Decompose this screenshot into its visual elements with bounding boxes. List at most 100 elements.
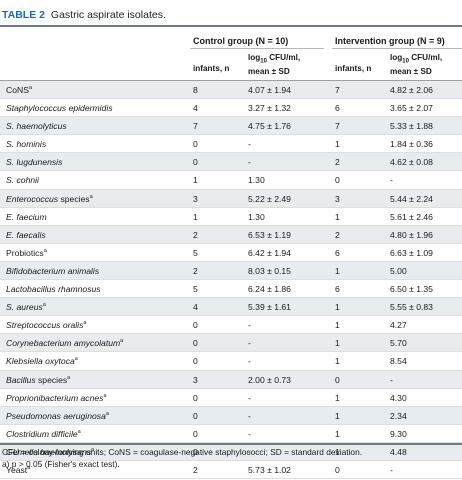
intervention-infants-cell: 1 <box>335 338 340 349</box>
intervention-value-cell: 2.34 <box>390 410 407 421</box>
control-infants-cell: 0 <box>193 139 198 150</box>
control-value-cell: 6.24 ± 1.86 <box>248 284 291 295</box>
control-infants-cell: 1 <box>193 211 198 222</box>
control-group-header: Control group (N = 10) <box>193 36 289 46</box>
organism-label: S. lugdunensis <box>6 157 63 168</box>
intervention-value-header: log10 CFU/ml, mean ± SD <box>390 53 442 78</box>
intervention-infants-header: infants, n <box>335 64 372 73</box>
intervention-infants-cell: 1 <box>335 265 340 276</box>
table-caption: Gastric aspirate isolates. <box>50 9 166 21</box>
intervention-value-cell: - <box>390 374 393 385</box>
log-subscript: 10 <box>260 58 267 65</box>
mean-sd-text: mean ± SD <box>390 67 432 77</box>
control-value-cell: - <box>248 356 251 367</box>
header-rule <box>0 80 462 81</box>
organism-name: S. lugdunensis <box>6 153 62 171</box>
table-row: Bifidobacterium animalis 2 8.03 ± 0.15 1 5.0… <box>0 261 462 281</box>
control-value-header: log10 CFU/ml, mean ± SD <box>248 53 300 78</box>
footnote-marker: a <box>28 85 32 91</box>
intervention-infants-cell: 6 <box>335 284 340 295</box>
control-group-rule <box>190 48 324 49</box>
intervention-value-cell: 5.44 ± 2.24 <box>390 193 433 204</box>
organism-name: S. cohnii <box>6 171 39 189</box>
control-infants-cell: 3 <box>193 374 198 385</box>
table-row: S. aureusa 4 5.39 ± 1.61 1 5.55 ± 0.83 <box>0 298 462 317</box>
table-row: Enterococcus speciesa 3 5.22 ± 2.49 3 5.44 ±… <box>0 189 462 208</box>
intervention-infants-cell: 1 <box>335 356 340 367</box>
footnote-marker: a <box>120 338 124 345</box>
organism-name: Bifidobacterium animalis <box>6 262 99 280</box>
organism-label: Pseudomonas aeruginosa <box>6 410 106 421</box>
control-infants-cell: 0 <box>193 410 198 421</box>
organism-label: S. hominis <box>6 139 47 150</box>
intervention-value-cell: 5.70 <box>390 338 407 349</box>
organism-name: S. haemolyticus <box>6 117 67 135</box>
table-row: Clostridium difficilea 0 - 1 9.30 <box>0 425 462 443</box>
intervention-value-cell: 6.63 ± 1.09 <box>390 247 433 258</box>
intervention-value-cell: 5.00 <box>390 265 407 276</box>
intervention-value-cell: 3.65 ± 2.07 <box>390 103 433 114</box>
control-infants-cell: 2 <box>193 464 198 475</box>
intervention-infants-cell: 6 <box>335 247 340 258</box>
log-text: log <box>248 53 261 62</box>
footnote-marker: a <box>91 446 95 453</box>
organism-label: Proprionibacterium acnes <box>6 392 104 403</box>
organism-label: S. aureus <box>6 302 43 313</box>
table-label: TABLE 2 <box>2 9 45 21</box>
top-rule <box>0 25 462 27</box>
table-row: Streptococcus oralisa 0 - 1 4.27 <box>0 316 462 335</box>
intervention-infants-cell: 0 <box>335 175 340 186</box>
organism-label: Yeast <box>6 464 28 475</box>
footnote-abbreviations: CFU = colony-forming units; CoNS = coagu… <box>2 447 363 457</box>
intervention-infants-cell: 1 <box>335 446 340 457</box>
organism-label: S. cohnii <box>6 175 39 186</box>
footnote-marker: a <box>77 428 81 435</box>
intervention-infants-cell: 6 <box>335 103 340 114</box>
table-body: CoNSa 8 4.07 ± 1.94 7 4.82 ± 2.06 Staphylococ… <box>0 81 462 480</box>
organism-label: Klebsiella oxytoca <box>6 356 75 367</box>
intervention-infants-cell: 3 <box>335 193 340 204</box>
organism-label: Bifidobacterium animalis <box>6 265 100 276</box>
control-value-cell: 5.73 ± 1.02 <box>248 464 291 475</box>
footnote-marker: a <box>43 247 47 254</box>
organism-name: Klebsiella oxytocaa <box>6 352 78 370</box>
table-row: CoNSa 8 4.07 ± 1.94 7 4.82 ± 2.06 <box>0 81 462 100</box>
intervention-value-cell: - <box>390 175 393 186</box>
log-subscript: 10 <box>402 58 409 65</box>
control-value-cell: 3.27 ± 1.32 <box>248 103 291 114</box>
organism-label: Staphylococcus epidermidis <box>6 103 113 114</box>
table-row: Lactobacillus rhamnosus 5 6.24 ± 1.86 6 6.50… <box>0 280 462 299</box>
organism-name: CoNSa <box>6 81 32 99</box>
organism-label: Gemella haemolysans <box>6 446 92 457</box>
organism-label: Clostridium difficile <box>6 428 78 439</box>
organism-name: S. hominis <box>6 135 46 153</box>
control-infants-cell: 5 <box>193 284 198 295</box>
bottom-rule <box>0 443 462 445</box>
organism-name: Clostridium difficilea <box>6 425 81 443</box>
table-row: E. faecium 1 1.30 1 5.61 ± 2.46 <box>0 208 462 226</box>
organism-name: Corynebacterium amycolatuma <box>6 334 123 352</box>
control-value-cell: 5.22 ± 2.49 <box>248 193 291 204</box>
organism-name: E. faecalis <box>6 226 46 244</box>
table-row: S. haemolyticus 7 4.75 ± 1.76 7 5.33 ± 1.88 <box>0 117 462 136</box>
table-title: TABLE 2 Gastric aspirate isolates. <box>2 9 166 21</box>
intervention-infants-cell: 1 <box>335 139 340 150</box>
control-value-cell: 4.07 ± 1.94 <box>248 85 291 95</box>
control-infants-cell: 0 <box>193 338 198 349</box>
table-row: Staphylococcus epidermidis 4 3.27 ± 1.32 6 3… <box>0 99 462 118</box>
intervention-infants-cell: 1 <box>335 410 340 421</box>
control-infants-cell: 5 <box>193 247 198 258</box>
intervention-infants-cell: 2 <box>335 157 340 168</box>
footnote-marker: a <box>67 374 71 381</box>
organism-name: Streptococcus oralisa <box>6 316 86 334</box>
intervention-value-cell: 4.80 ± 1.96 <box>390 229 433 240</box>
intervention-value-cell: 5.61 ± 2.46 <box>390 211 433 222</box>
control-infants-cell: 0 <box>193 320 198 331</box>
footnote-marker: a <box>74 356 78 363</box>
table-row: S. lugdunensis 0 - 2 4.62 ± 0.08 <box>0 153 462 172</box>
intervention-value-cell: 4.48 <box>390 446 407 457</box>
intervention-infants-cell: 7 <box>335 85 340 95</box>
cfu-text: CFU/ml, <box>266 53 301 62</box>
footnote-marker: a <box>42 302 46 309</box>
